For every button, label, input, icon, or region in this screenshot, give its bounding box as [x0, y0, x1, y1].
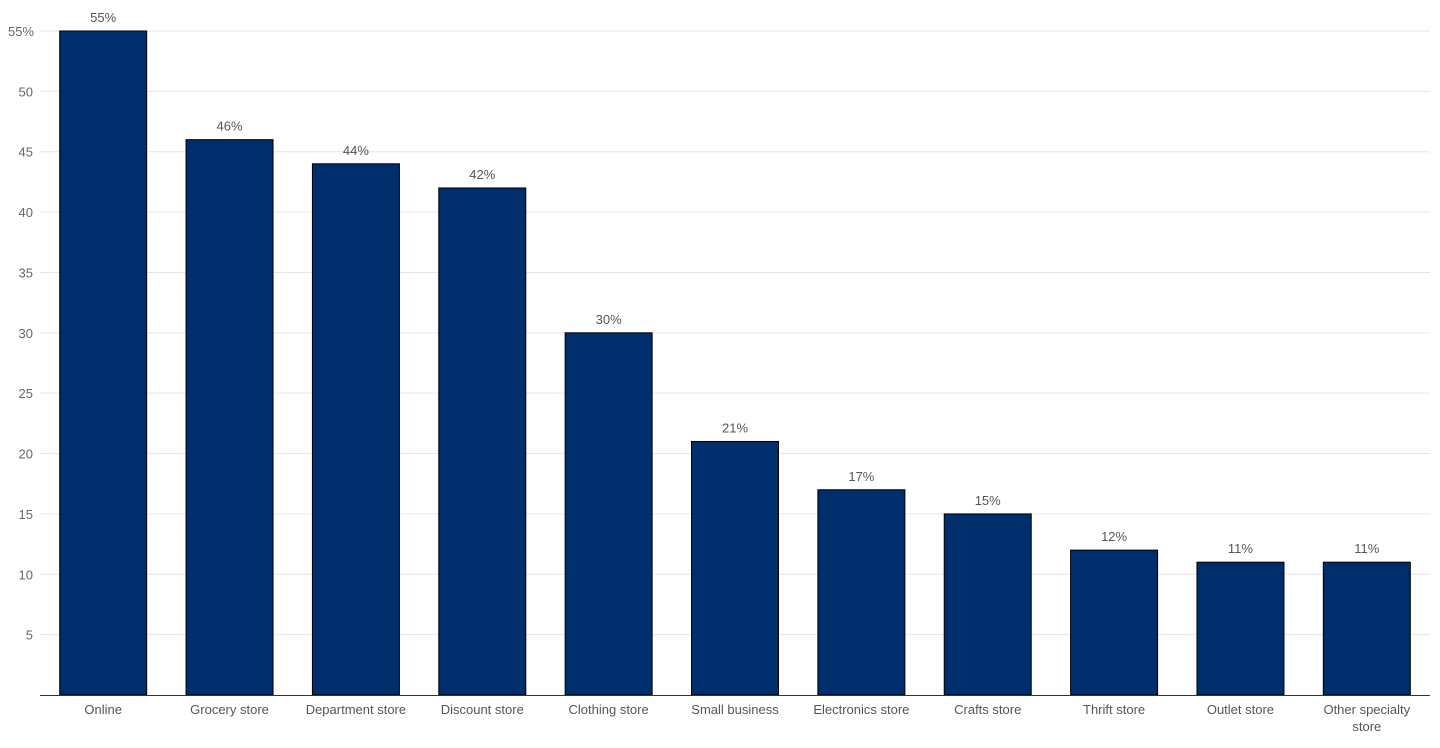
bar[interactable] [185, 139, 274, 696]
x-tick-label: Thrift store [1083, 702, 1145, 717]
data-label: 11% [1354, 541, 1379, 556]
y-tick-label: 35 [19, 265, 33, 280]
x-tick-label: Grocery store [190, 702, 269, 717]
bar[interactable] [817, 489, 906, 696]
bar[interactable] [1196, 561, 1285, 696]
y-tick-label: 40 [19, 205, 33, 220]
data-label: 30% [596, 312, 622, 327]
bar[interactable] [311, 163, 400, 696]
bar[interactable] [943, 513, 1032, 696]
y-tick-label: 50 [19, 84, 33, 99]
data-label: 44% [343, 143, 369, 158]
x-tick-label: Electronics store [813, 702, 909, 717]
x-tick-label: Online [84, 702, 122, 717]
data-label: 55% [90, 10, 116, 25]
x-tick-label: Clothing store [569, 702, 649, 717]
data-label: 12% [1101, 529, 1127, 544]
x-tick-label: Department store [306, 702, 406, 717]
bar[interactable] [691, 440, 779, 696]
data-label: 15% [975, 493, 1001, 508]
y-tick-label: 20 [19, 447, 33, 462]
data-label: 17% [848, 469, 874, 484]
data-labels: 55% 46% 44% 42% 30% 21% 17% 15% 12% 11% 11% [90, 10, 1380, 556]
y-tick-label: 5 [26, 628, 33, 643]
x-tick-label: Other specialty store [1323, 702, 1410, 734]
bar[interactable] [564, 332, 653, 696]
data-label: 42% [469, 167, 495, 182]
bar[interactable] [438, 187, 527, 696]
data-label: 21% [722, 420, 748, 435]
x-tick-label: Small business [691, 702, 779, 717]
y-tick-label: 25 [19, 386, 33, 401]
data-label: 11% [1228, 541, 1253, 556]
y-tick-label: 45 [19, 145, 33, 160]
bar[interactable] [1070, 549, 1159, 696]
x-tick-label: Discount store [441, 702, 524, 717]
y-tick-label: 10 [19, 567, 33, 582]
bar[interactable] [59, 30, 148, 696]
y-tick-label: 55% [8, 24, 34, 39]
x-tick-label: Crafts store [954, 702, 1021, 717]
y-axis-ticks: 5 10 15 20 25 30 35 40 45 50 55% [8, 24, 34, 643]
bar[interactable] [1322, 561, 1411, 696]
x-tick-label: Outlet store [1207, 702, 1274, 717]
bars [59, 30, 1411, 696]
x-axis-ticks: Online Grocery store Department store Disco… [84, 702, 1410, 734]
y-tick-label: 30 [19, 326, 33, 341]
y-tick-label: 15 [19, 507, 33, 522]
data-label: 46% [217, 119, 243, 134]
